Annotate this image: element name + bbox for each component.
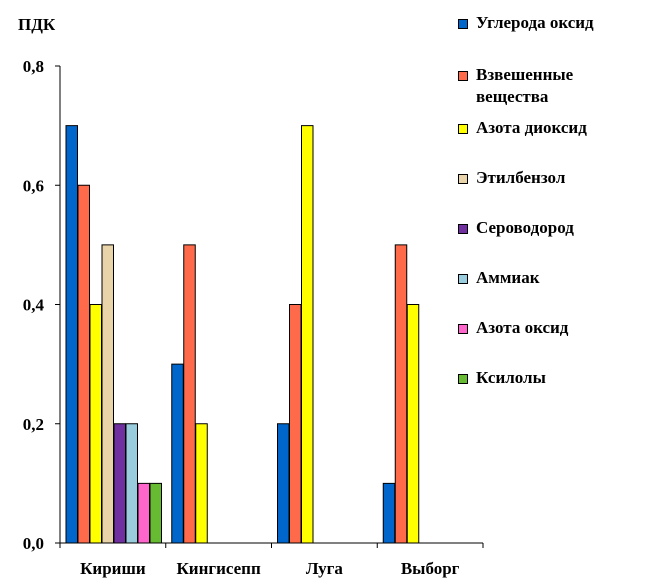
legend-item: Азота оксид <box>458 317 636 339</box>
bar <box>394 244 408 544</box>
legend-swatch <box>458 124 468 134</box>
legend-swatch <box>458 224 468 234</box>
y-ticks <box>55 65 60 544</box>
legend-item: Азота диоксид <box>458 117 636 139</box>
y-tick-label: 0,0 <box>23 534 44 553</box>
legend-item: Углерода оксид <box>458 12 636 34</box>
bar <box>277 423 290 544</box>
bar <box>113 423 126 544</box>
x-tick-label: Кингисепп <box>176 559 261 578</box>
legend-label: Взвешенные вещества <box>476 65 574 106</box>
legend-label: Углерода оксид <box>476 13 594 32</box>
y-tick-label: 0,4 <box>23 296 45 315</box>
y-tick-labels: 0,0 0,2 0,4 0,6 0,8 <box>23 57 45 553</box>
bar <box>65 125 78 544</box>
legend-label: Азота оксид <box>476 318 569 337</box>
legend-item: Взвешенные вещества <box>458 64 636 108</box>
legend-label: Ксилолы <box>476 368 546 387</box>
y-axis-label: ПДК <box>18 15 56 34</box>
legend-item: Ксилолы <box>458 367 636 389</box>
legend-swatch <box>458 174 468 184</box>
y-tick-label: 0,6 <box>23 176 44 195</box>
legend-label: Этилбензол <box>476 168 566 187</box>
x-tick-labels: Кириши Кингисепп Луга Выборг <box>80 559 460 578</box>
x-ticks <box>59 543 484 548</box>
bar <box>125 423 138 544</box>
x-tick-label: Кириши <box>80 559 146 578</box>
legend-swatch <box>458 19 468 29</box>
legend-swatch <box>458 274 468 284</box>
legend-item: Аммиак <box>458 267 636 289</box>
bar <box>171 363 184 544</box>
bar <box>406 304 420 544</box>
bar <box>289 304 302 544</box>
legend-label: Сероводород <box>476 218 574 237</box>
bar <box>101 244 114 544</box>
legend-item: Сероводород <box>458 217 636 239</box>
legend-label: Аммиак <box>476 268 540 287</box>
bars <box>65 125 420 544</box>
bar <box>149 482 162 544</box>
legend-swatch <box>458 71 468 81</box>
bar <box>89 304 102 544</box>
legend-item: Этилбензол <box>458 167 636 189</box>
legend-swatch <box>458 324 468 334</box>
x-tick-label: Луга <box>306 559 343 578</box>
bar <box>382 482 396 544</box>
bar <box>77 184 90 544</box>
bar <box>137 482 150 544</box>
y-tick-label: 0,2 <box>23 415 44 434</box>
y-tick-label: 0,8 <box>23 57 44 76</box>
legend-swatch <box>458 374 468 384</box>
bar <box>183 244 196 544</box>
bar <box>195 423 208 544</box>
x-tick-label: Выборг <box>401 559 460 578</box>
bar <box>301 125 314 544</box>
legend-label: Азота диоксид <box>476 118 587 137</box>
